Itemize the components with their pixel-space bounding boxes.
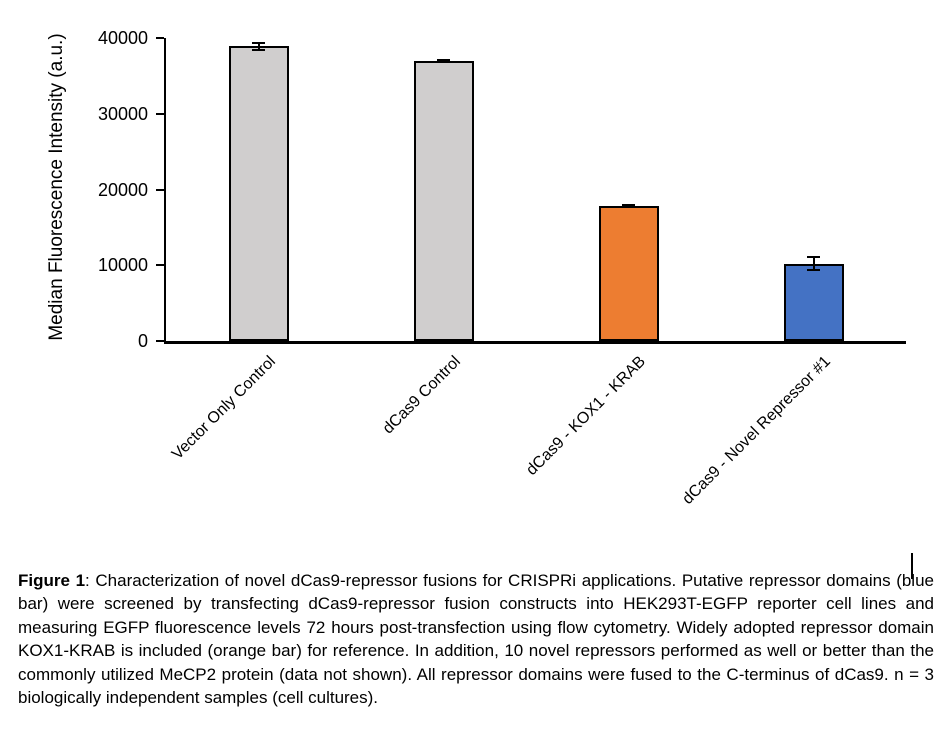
y-tick-label: 10000: [97, 255, 148, 276]
error-bar-stem: [257, 41, 260, 51]
bar-3: [783, 263, 844, 341]
y-tick-mark: [156, 188, 164, 191]
figure-caption-body: Characterization of novel dCas9-represso…: [18, 571, 934, 708]
error-bar-cap-bottom: [252, 48, 265, 51]
error-bar-cap-bottom: [437, 60, 450, 63]
error-bar-1: [437, 58, 450, 63]
plot-area: [164, 38, 906, 344]
error-bar-2: [622, 204, 635, 209]
y-tick-label: 20000: [97, 179, 148, 200]
y-tick-mark: [156, 37, 164, 39]
error-bar-cap-bottom: [622, 206, 635, 209]
y-tick-label: 0: [137, 331, 148, 351]
error-bar-0: [252, 41, 265, 51]
x-category-label-2: dCas9 - KOX1 - KRAB: [522, 353, 649, 479]
x-category-label-0: Vector Only Control: [168, 353, 279, 464]
y-tick-label: 30000: [97, 103, 148, 124]
text-cursor: [911, 553, 913, 579]
y-tick-mark: [156, 340, 164, 342]
x-category-label-1: dCas9 Control: [379, 353, 464, 438]
x-category-label-3: dCas9 - Novel Repressor #1: [678, 353, 834, 508]
y-tick-mark: [156, 264, 164, 267]
figure-caption-label: Figure 1: [18, 571, 86, 590]
y-tick-label: 40000: [97, 28, 148, 48]
bar-0: [228, 46, 289, 341]
error-bar-cap-bottom: [807, 269, 820, 272]
error-bar-stem: [812, 256, 815, 272]
error-bar-3: [807, 256, 820, 272]
bar-chart: Median Fluorescence Intensity (a.u.) 0 10…: [46, 28, 906, 508]
y-tick-mark: [156, 112, 164, 115]
bar-1: [413, 60, 474, 341]
figure-caption: Figure 1: Characterization of novel dCas…: [18, 569, 934, 710]
bar-2: [598, 206, 659, 341]
figure-caption-separator: :: [85, 571, 96, 590]
